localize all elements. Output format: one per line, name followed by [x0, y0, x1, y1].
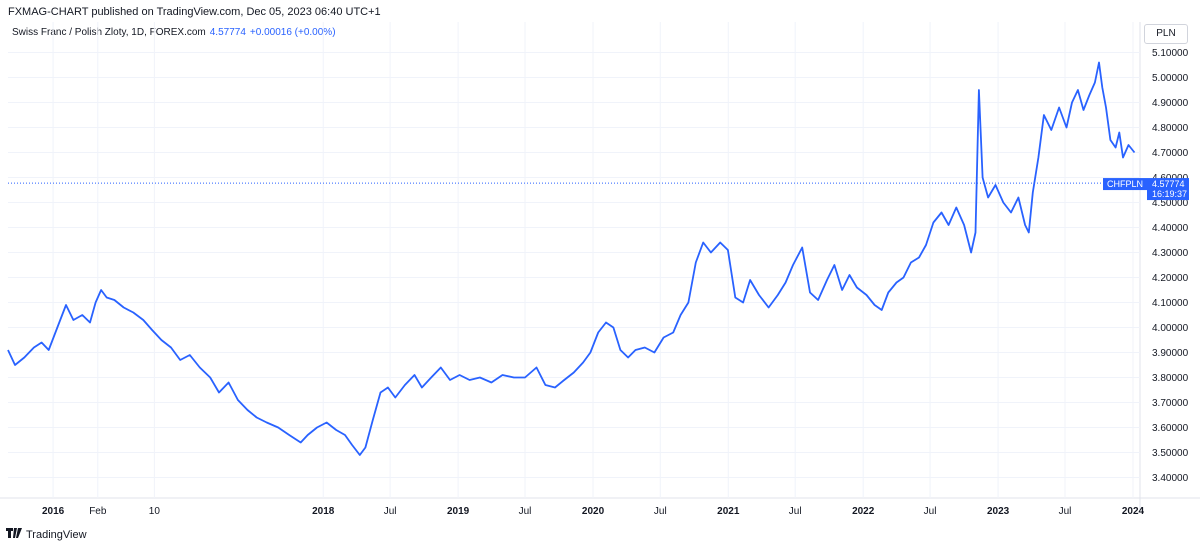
y-tick-label: 4.10000: [1152, 298, 1189, 309]
x-tick-label: Jul: [654, 506, 667, 517]
price-tag-countdown: 16:19:37: [1152, 189, 1187, 199]
y-tick-label: 4.30000: [1152, 248, 1189, 259]
x-tick-label: 2016: [42, 506, 65, 517]
y-tick-label: 3.90000: [1152, 348, 1189, 359]
y-tick-label: 4.50000: [1152, 198, 1189, 209]
x-tick-label: Jul: [384, 506, 397, 517]
y-tick-label: 3.50000: [1152, 448, 1189, 459]
y-tick-label: 4.90000: [1152, 98, 1189, 109]
symbol-tag-bg: [1103, 178, 1147, 191]
price-change: +0.00016 (+0.00%): [249, 27, 336, 38]
x-tick-label: Jul: [789, 506, 802, 517]
grid-lines: [0, 22, 1200, 512]
x-tick-label: 10: [149, 506, 161, 517]
price-series-line: [7, 61, 1136, 456]
symbol-title[interactable]: Swiss Franc / Polish Zloty, 1D, FOREX.co…: [12, 27, 206, 38]
tradingview-logo-icon: [6, 528, 22, 541]
publisher-line: FXMAG-CHART published on TradingView.com…: [8, 6, 381, 18]
x-tick-label: 2023: [987, 506, 1010, 517]
footer-brand[interactable]: TradingView: [6, 528, 87, 541]
last-price: 4.57774: [209, 27, 246, 38]
y-tick-label: 3.60000: [1152, 423, 1189, 434]
symbol-tag-label: CHFPLN: [1107, 179, 1143, 189]
x-tick-label: Jul: [519, 506, 532, 517]
x-tick-label: 2019: [447, 506, 470, 517]
price-tag-bg: [1147, 178, 1189, 201]
price-chart[interactable]: 3.40000 3.50000 3.60000 3.70000 3.80000 3.900…: [0, 22, 1200, 522]
currency-button[interactable]: PLN: [1144, 24, 1188, 44]
y-tick-label: 4.80000: [1152, 123, 1189, 134]
y-tick-label: 5.00000: [1152, 73, 1189, 84]
symbol-legend: Swiss Franc / Polish Zloty, 1D, FOREX.co…: [12, 27, 336, 38]
price-tag-value: 4.57774: [1152, 179, 1185, 189]
x-tick-label: 2018: [312, 506, 335, 517]
y-tick-label: 3.70000: [1152, 398, 1189, 409]
y-tick-label: 3.80000: [1152, 373, 1189, 384]
x-tick-label: 2020: [582, 506, 605, 517]
y-tick-label: 4.20000: [1152, 273, 1189, 284]
x-tick-label: Jul: [924, 506, 937, 517]
y-tick-label: 5.10000: [1152, 48, 1189, 59]
time-axis: 2016 Feb 10 2018 Jul 2019 Jul 2020 Jul 2021 Jul 202…: [42, 506, 1145, 517]
price-axis: 3.40000 3.50000 3.60000 3.70000 3.80000 3.900…: [1152, 48, 1189, 484]
x-tick-label: 2024: [1122, 506, 1145, 517]
y-tick-label: 4.00000: [1152, 323, 1189, 334]
x-tick-label: 2022: [852, 506, 875, 517]
plot-area: [7, 61, 1140, 456]
y-tick-label: 3.40000: [1152, 473, 1189, 484]
x-tick-label: 2021: [717, 506, 740, 517]
y-tick-label: 4.70000: [1152, 148, 1189, 159]
y-tick-label: 4.40000: [1152, 223, 1189, 234]
x-tick-label: Jul: [1059, 506, 1072, 517]
x-tick-label: Feb: [89, 506, 107, 517]
tradingview-brand: TradingView: [26, 528, 87, 541]
